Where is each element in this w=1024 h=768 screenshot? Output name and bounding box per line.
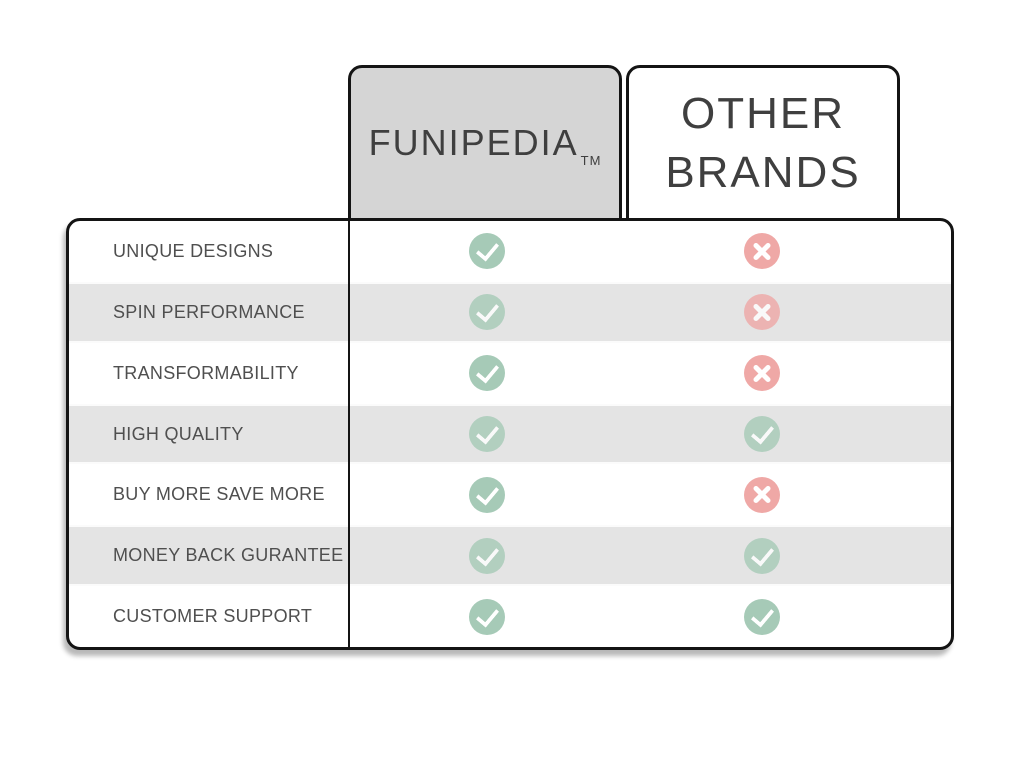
check-icon <box>469 598 505 635</box>
check-icon <box>469 294 505 331</box>
funipedia-cell <box>350 404 624 465</box>
other-brands-cell <box>624 464 900 525</box>
check-icon <box>469 537 505 574</box>
funipedia-cell <box>350 282 624 343</box>
table-row: CUSTOMER SUPPORT <box>69 586 951 647</box>
funipedia-cell <box>350 221 624 282</box>
trademark-symbol: TM <box>580 153 602 168</box>
funipedia-cell <box>350 464 624 525</box>
other-brands-cell <box>624 586 900 647</box>
check-icon <box>744 537 780 574</box>
check-icon <box>469 476 505 513</box>
cross-icon <box>744 355 780 392</box>
table-row: SPIN PERFORMANCE <box>69 281 951 343</box>
funipedia-cell <box>350 586 624 647</box>
funipedia-brand-label: FUNIPEDIA TM <box>368 122 602 168</box>
other-brands-label: OTHER BRANDS <box>665 88 861 197</box>
other-brands-cell <box>624 404 900 465</box>
feature-label: TRANSFORMABILITY <box>69 342 350 404</box>
funipedia-cell <box>350 525 624 586</box>
check-icon <box>744 598 780 635</box>
other-brands-cell <box>624 343 900 404</box>
feature-label: CUSTOMER SUPPORT <box>69 586 350 647</box>
funipedia-cell <box>350 343 624 404</box>
feature-label: MONEY BACK GURANTEE <box>69 525 350 587</box>
feature-label: HIGH QUALITY <box>69 403 350 465</box>
column-header-other-brands: OTHER BRANDS <box>626 65 900 221</box>
feature-label: BUY MORE SAVE MORE <box>69 464 350 526</box>
feature-label: UNIQUE DESIGNS <box>69 221 350 282</box>
comparison-table: UNIQUE DESIGNS SPIN PERFORMANCE TRANSFOR… <box>66 218 954 650</box>
check-icon <box>469 233 505 270</box>
other-brands-cell <box>624 282 900 343</box>
table-row: HIGH QUALITY <box>69 403 951 465</box>
cross-icon <box>744 233 780 270</box>
funipedia-brand-text: FUNIPEDIA <box>368 122 579 163</box>
check-icon <box>469 355 505 392</box>
table-row: BUY MORE SAVE MORE <box>69 464 951 526</box>
cross-icon <box>744 294 780 331</box>
other-brands-cell <box>624 525 900 586</box>
table-row: MONEY BACK GURANTEE <box>69 525 951 587</box>
column-header-funipedia: FUNIPEDIA TM <box>348 65 622 221</box>
table-row: UNIQUE DESIGNS <box>69 221 951 282</box>
feature-label: SPIN PERFORMANCE <box>69 281 350 343</box>
check-icon <box>744 416 780 452</box>
table-row: TRANSFORMABILITY <box>69 342 951 404</box>
other-brands-cell <box>624 221 900 282</box>
check-icon <box>469 416 505 452</box>
cross-icon <box>744 476 780 513</box>
